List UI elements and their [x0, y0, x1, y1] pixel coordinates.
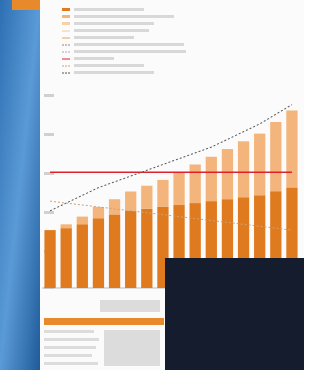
bar-segment — [125, 192, 136, 211]
side-texture — [0, 0, 40, 370]
bar-segment — [206, 157, 217, 201]
blurred-text — [44, 354, 92, 357]
blurred-text — [74, 36, 134, 39]
blurred-text — [104, 330, 160, 366]
bar-segment — [125, 211, 136, 288]
bar-segment — [93, 207, 104, 219]
bar-segment — [270, 122, 281, 191]
blurred-text — [100, 300, 160, 312]
blurred-text — [74, 15, 174, 18]
blurred-text — [74, 50, 186, 53]
blurred-text — [44, 362, 98, 365]
blurred-text — [44, 338, 99, 341]
bar-segment — [190, 164, 201, 203]
blurred-text — [74, 22, 154, 25]
bar-segment — [141, 209, 152, 288]
bar-segment — [44, 230, 55, 288]
blurred-text — [44, 330, 94, 333]
bar-segment — [222, 149, 233, 199]
blurred-text — [74, 8, 144, 11]
bar-segment — [109, 215, 120, 288]
legend-swatch — [62, 22, 70, 25]
blurred-text — [74, 71, 154, 74]
legend-swatch — [62, 8, 70, 11]
bar-segment — [286, 110, 297, 187]
dark-overlay — [165, 258, 304, 370]
bar-segment — [109, 199, 120, 214]
blurred-text — [44, 346, 96, 349]
blurred-text — [44, 133, 54, 136]
blurred-text — [44, 211, 54, 214]
legend-swatch — [62, 15, 70, 18]
bar-segment — [254, 134, 265, 196]
blurred-text — [74, 57, 114, 60]
bar-segment — [77, 224, 88, 288]
document — [0, 0, 304, 370]
blurred-text — [44, 94, 54, 97]
bar-segment — [238, 141, 249, 197]
bar-segment — [93, 219, 104, 288]
bar-segment — [77, 217, 88, 225]
blurred-text — [74, 43, 184, 46]
bar-segment — [61, 228, 72, 288]
table-header — [44, 318, 164, 325]
page — [0, 0, 304, 370]
bar-segment — [61, 224, 72, 228]
bar-segment — [141, 186, 152, 209]
corner-tab — [12, 0, 40, 10]
bar-segment — [173, 172, 184, 205]
blurred-text — [74, 29, 149, 32]
blurred-text — [74, 64, 144, 67]
bar-segment — [157, 180, 168, 207]
